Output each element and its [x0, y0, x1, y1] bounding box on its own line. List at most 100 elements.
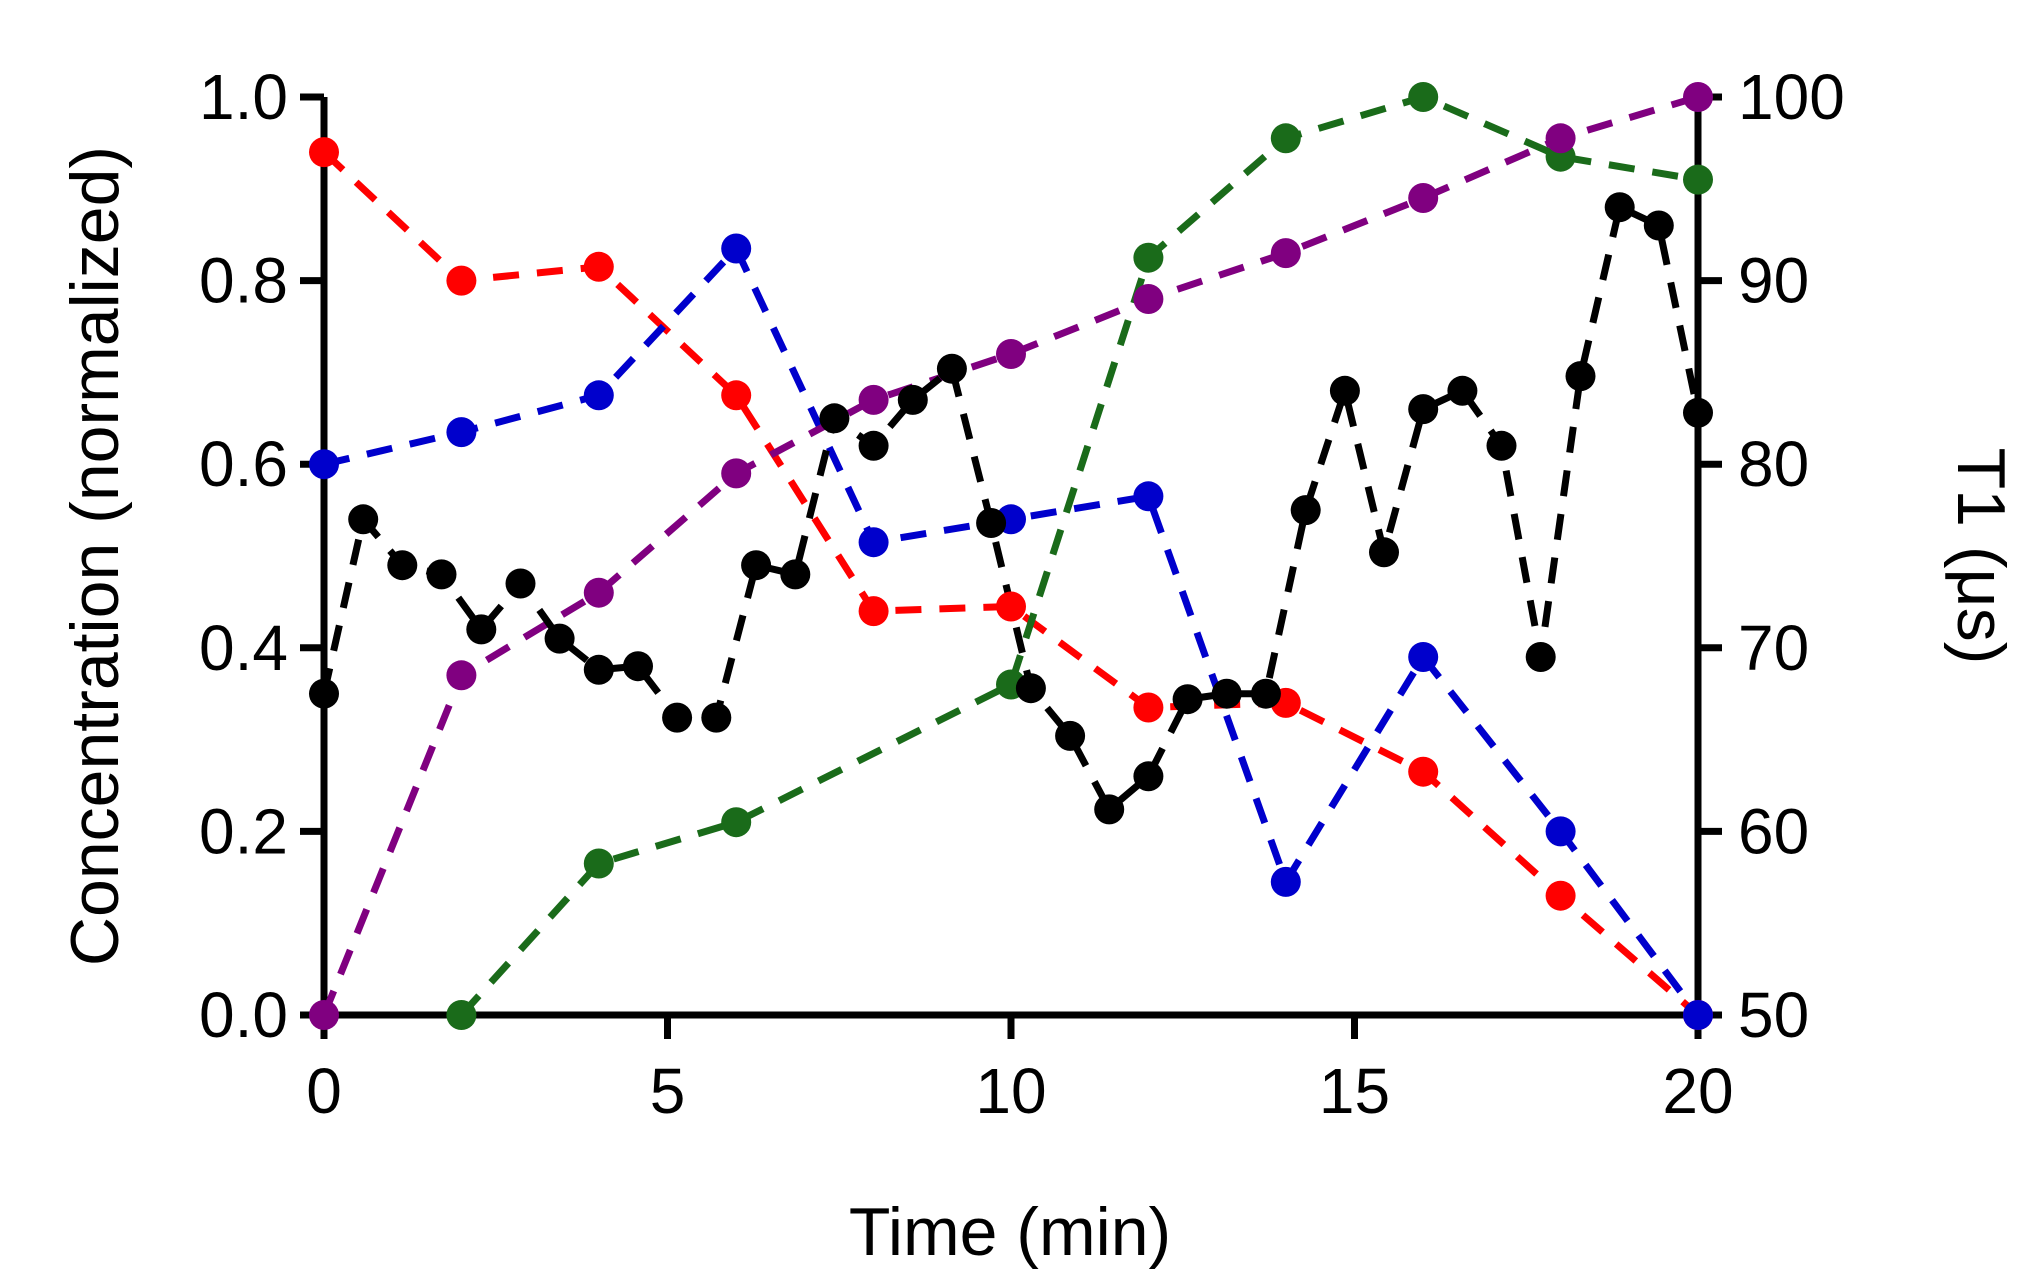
y2-tick-label: 100	[1738, 61, 1845, 133]
data-point-T1	[544, 623, 575, 654]
x-tick-label: 10	[975, 1055, 1046, 1127]
data-point-T1	[505, 568, 536, 599]
data-point-green	[1270, 123, 1301, 154]
x-tick-label: 5	[650, 1055, 686, 1127]
y-axis-title: Concentration (normalized)	[57, 146, 133, 966]
data-point-red	[721, 380, 752, 411]
data-point-blue	[309, 449, 339, 480]
data-point-T1	[1172, 684, 1203, 715]
data-point-T1	[1408, 394, 1439, 425]
data-point-T1	[426, 559, 457, 590]
data-point-red	[309, 137, 339, 168]
data-point-T1	[583, 654, 614, 685]
data-point-T1	[662, 702, 693, 733]
data-point-T1	[348, 504, 379, 535]
data-point-green	[1683, 164, 1713, 195]
data-point-T1	[741, 550, 772, 581]
data-point-T1	[387, 550, 418, 581]
axes	[320, 97, 1702, 1019]
series-line-red	[321, 149, 1701, 1018]
data-point-T1	[1486, 430, 1517, 461]
data-point-T1	[1015, 673, 1046, 704]
data-point-red	[858, 596, 889, 627]
y2-tick-label: 60	[1738, 795, 1809, 867]
data-point-purple	[721, 458, 752, 489]
data-point-T1	[1604, 192, 1635, 223]
data-point-green	[446, 1000, 477, 1030]
data-point-T1	[1525, 642, 1556, 672]
data-point-T1	[1447, 375, 1478, 406]
data-point-purple	[446, 660, 477, 691]
data-point-red	[1408, 756, 1439, 787]
data-point-purple	[996, 339, 1026, 369]
data-point-T1	[780, 559, 811, 590]
series-line-green	[458, 93, 1699, 1018]
data-point-red	[996, 591, 1026, 622]
data-point-T1	[897, 384, 928, 415]
data-point-T1	[858, 430, 889, 461]
data-point-purple	[309, 1000, 339, 1030]
data-point-T1	[1133, 761, 1164, 792]
data-point-green	[1408, 82, 1439, 112]
y-tick-label: 0.0	[199, 979, 288, 1051]
data-point-T1	[1329, 375, 1360, 406]
data-point-green	[721, 807, 752, 838]
series-lines	[320, 93, 1702, 1018]
data-point-T1	[466, 614, 497, 645]
x-tick-label: 15	[1319, 1055, 1390, 1127]
data-point-purple	[1408, 183, 1439, 213]
data-point-purple	[583, 577, 614, 608]
data-point-blue	[1270, 866, 1301, 897]
data-point-blue	[1545, 816, 1576, 847]
data-point-green	[1133, 242, 1164, 273]
data-point-T1	[819, 403, 850, 434]
data-point-blue	[1408, 642, 1439, 672]
data-point-red	[446, 265, 477, 296]
data-point-T1	[1643, 210, 1674, 241]
data-point-blue	[583, 380, 614, 411]
data-point-blue	[858, 527, 889, 558]
y-tick-label: 0.6	[199, 428, 288, 500]
data-point-red	[1545, 880, 1576, 911]
data-point-T1	[1290, 495, 1321, 526]
data-point-T1	[1683, 397, 1713, 428]
data-point-blue	[1133, 481, 1164, 512]
y-tick-label: 0.4	[199, 612, 288, 684]
data-point-T1	[1094, 794, 1125, 825]
data-point-blue	[721, 233, 752, 264]
y2-axis-title: T1 (μs)	[1943, 448, 2019, 665]
data-point-T1	[1565, 361, 1596, 392]
data-point-green	[583, 848, 614, 879]
data-point-purple	[1683, 82, 1713, 112]
y-tick-label: 1.0	[199, 61, 288, 133]
y2-tick-label: 90	[1738, 245, 1809, 317]
y2-tick-label: 70	[1738, 612, 1809, 684]
y2-tick-label: 80	[1738, 428, 1809, 500]
data-point-T1	[1211, 678, 1242, 709]
data-point-red	[583, 251, 614, 282]
data-point-blue	[1683, 1000, 1713, 1030]
data-point-red	[1133, 692, 1164, 723]
ticks: 0 5 10 15 20 0.0 0.2 0.4 0.6 0.8 1.0 50 60 70 80 90 100	[199, 61, 1845, 1127]
x-axis-title: Time (min)	[849, 1194, 1171, 1270]
data-point-purple	[1270, 238, 1301, 269]
data-point-T1	[309, 678, 339, 709]
data-point-T1	[936, 353, 967, 384]
data-point-purple	[1133, 284, 1164, 314]
x-tick-label: 20	[1662, 1055, 1733, 1127]
y-tick-label: 0.8	[199, 245, 288, 317]
data-point-T1	[1250, 678, 1281, 709]
y-tick-label: 0.2	[199, 795, 288, 867]
data-point-T1	[701, 702, 732, 733]
series-line-purple	[320, 93, 1700, 1017]
y2-tick-label: 50	[1738, 979, 1809, 1051]
data-point-T1	[1055, 720, 1086, 751]
series-points	[309, 82, 1713, 1030]
data-point-T1	[976, 508, 1007, 538]
data-point-T1	[623, 651, 653, 682]
x-tick-label: 0	[306, 1055, 342, 1127]
data-point-purple	[1545, 123, 1576, 154]
data-point-T1	[1369, 537, 1399, 568]
data-point-blue	[446, 417, 477, 448]
